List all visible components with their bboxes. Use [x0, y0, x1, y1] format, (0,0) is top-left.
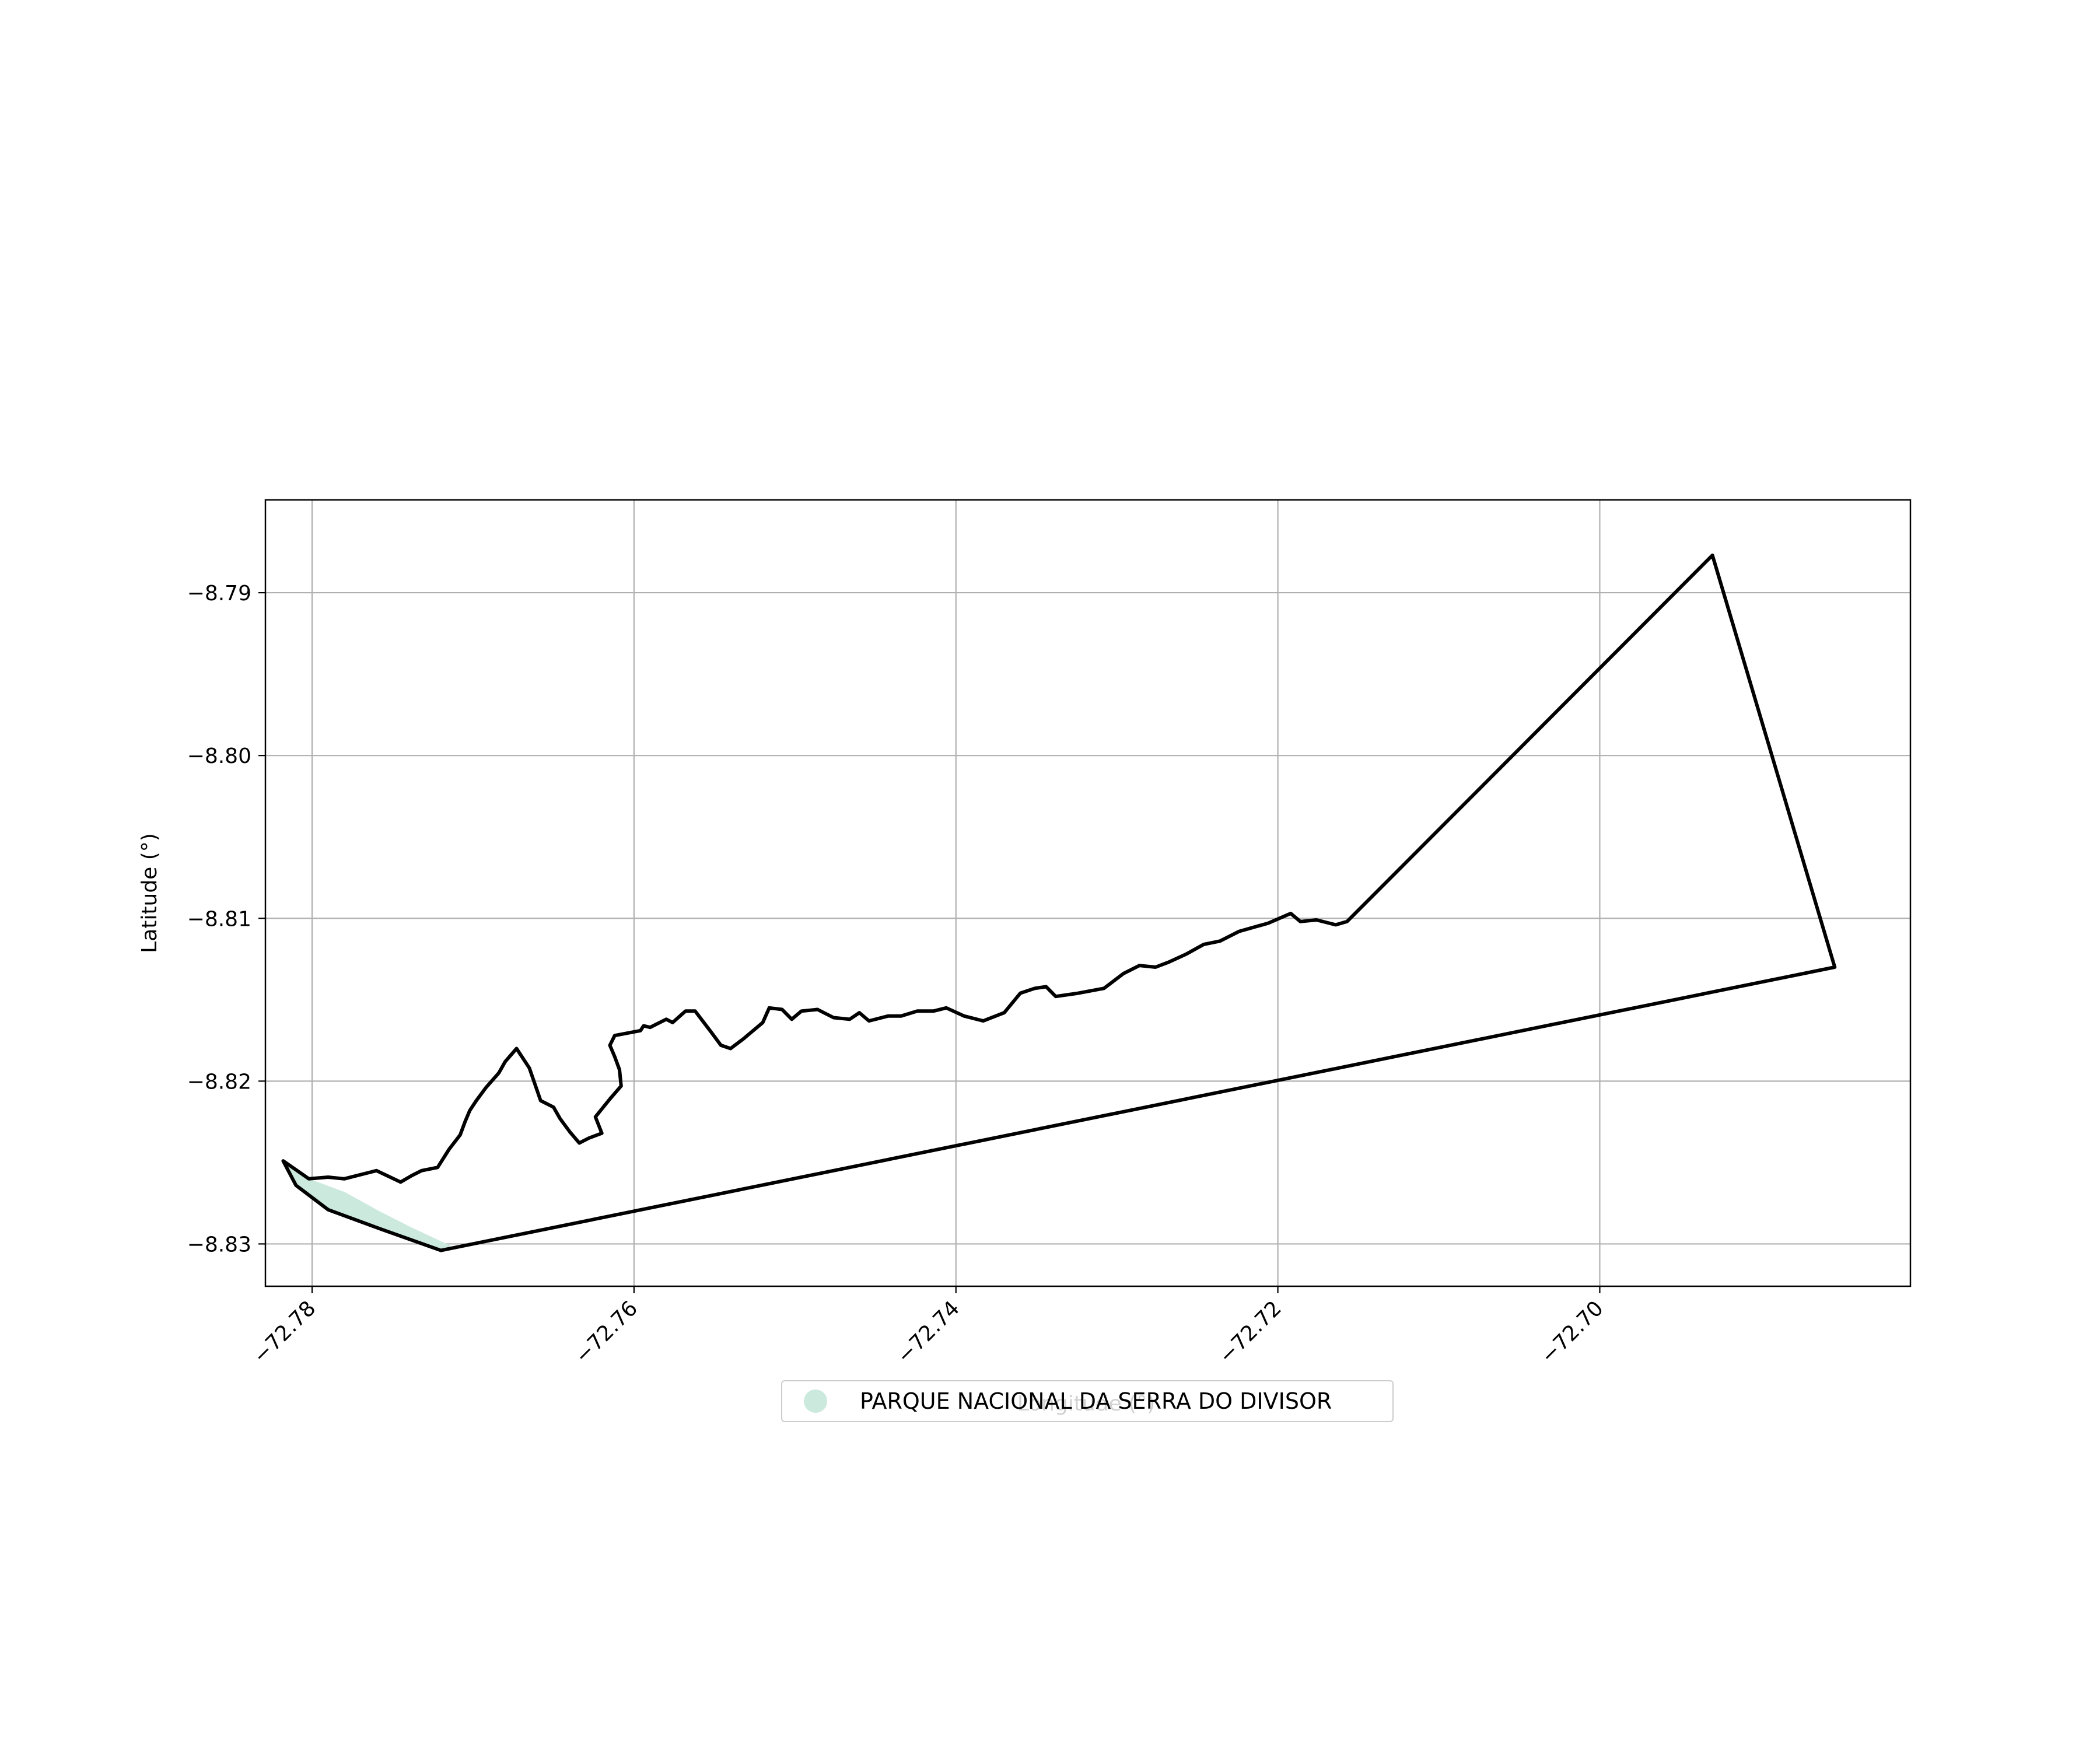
legend-box — [781, 1380, 1394, 1422]
y-tick-label: −8.81 — [187, 907, 251, 931]
y-tick-label: −8.82 — [187, 1070, 251, 1094]
axes-frame — [264, 499, 1912, 1287]
legend: PARQUE NACIONAL DA SERRA DO DIVISOR — [781, 1380, 1394, 1422]
y-tick-label: −8.83 — [187, 1233, 251, 1256]
park-area-polygon — [283, 1161, 454, 1251]
y-tick-label: −8.79 — [187, 582, 251, 606]
grid — [265, 500, 1910, 1286]
legend-marker — [804, 1390, 827, 1413]
y-axis-ticks: −8.79 −8.80 −8.81 −8.82 −8.83 — [187, 582, 265, 1256]
boundary-polygon — [281, 553, 1837, 1252]
legend-label: PARQUE NACIONAL DA SERRA DO DIVISOR — [860, 1388, 1332, 1414]
park-area — [283, 1161, 454, 1251]
y-tick-label: −8.80 — [187, 744, 251, 768]
y-axis-label: Latitude (°) — [138, 833, 162, 953]
boundary — [281, 553, 1837, 1252]
